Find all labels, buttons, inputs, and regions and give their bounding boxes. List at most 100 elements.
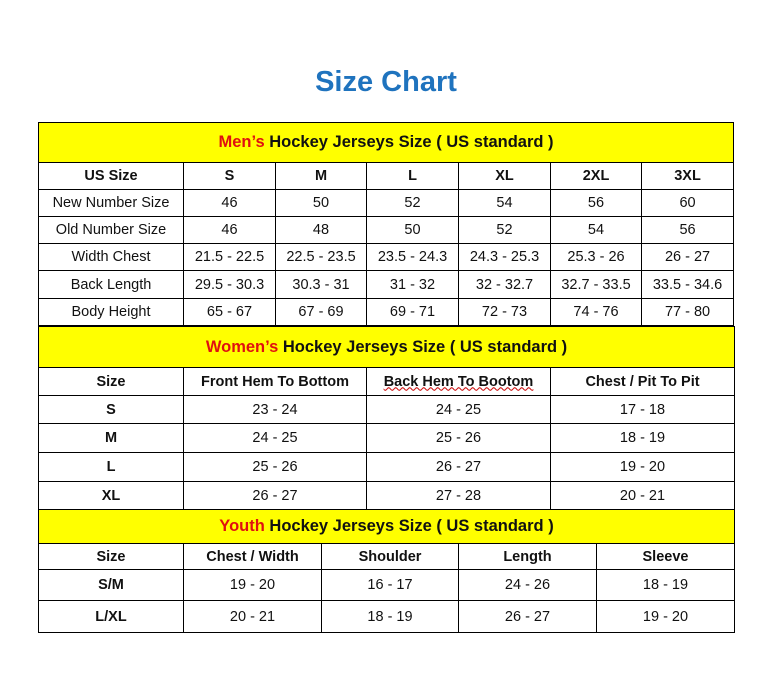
table-cell: 23 - 24 — [183, 395, 367, 424]
column-header-label: Sleeve — [642, 548, 689, 565]
column-header-label: Front Hem To Bottom — [201, 373, 349, 390]
table-row: S 23 - 24 24 - 25 17 - 18 — [38, 395, 736, 424]
table-row: XL 26 - 27 27 - 28 20 - 21 — [38, 481, 736, 510]
section-header-accent: Women’s — [205, 337, 279, 356]
table-cell: 20 - 21 — [549, 481, 736, 510]
table-row: L 25 - 26 26 - 27 19 - 20 — [38, 452, 736, 482]
table-cell: 24 - 25 — [183, 423, 367, 453]
table-row: Width Chest 21.5 - 22.5 22.5 - 23.5 23.5 - … — [38, 243, 735, 271]
table-cell: 29.5 - 30.3 — [183, 270, 276, 299]
row-label: New Number Size — [38, 189, 184, 217]
section-header-text: Hockey Jerseys Size ( US standard ) — [264, 517, 554, 535]
column-header: 2XL — [550, 162, 642, 190]
table-row: L/XL 20 - 21 18 - 19 26 - 27 19 - 20 — [38, 600, 736, 633]
column-header: S — [183, 162, 276, 190]
table-cell: 24 - 26 — [458, 569, 597, 601]
section-header-accent: Men’s — [218, 133, 265, 151]
table-cell: 67 - 69 — [275, 298, 367, 326]
section-header-accent: Youth — [219, 517, 265, 535]
table-cell: 23.5 - 24.3 — [366, 243, 459, 271]
column-header-label: Chest / Pit To Pit — [585, 373, 700, 390]
column-header: 3XL — [640, 162, 735, 190]
row-label: M — [38, 423, 184, 453]
table-cell: 32 - 32.7 — [458, 270, 551, 299]
column-header: Front Hem To Bottom — [183, 367, 367, 396]
column-header: Back Hem To Bootom — [366, 367, 551, 396]
column-header: Sleeve — [595, 543, 736, 570]
table-cell: 69 - 71 — [366, 298, 459, 326]
table-cell: 56 — [640, 216, 735, 244]
row-label: S/M — [38, 569, 184, 601]
column-header: US Size — [38, 162, 184, 190]
row-label: Old Number Size — [38, 216, 184, 244]
table-cell: 21.5 - 22.5 — [183, 243, 276, 271]
table-cell: 48 — [275, 216, 367, 244]
table-cell: 19 - 20 — [183, 569, 322, 601]
section-header-text: Hockey Jerseys Size ( US standard ) — [278, 337, 568, 356]
column-header-label: Back Hem To Bootom — [383, 373, 534, 390]
youth-size-table: Youth Hockey Jerseys Size ( US standard … — [37, 509, 736, 633]
column-header-label: XL — [495, 168, 514, 184]
table-cell: 72 - 73 — [458, 298, 551, 326]
table-cell: 26 - 27 — [640, 243, 735, 271]
column-header: Chest / Width — [183, 543, 322, 570]
table-row: Body Height 65 - 67 67 - 69 69 - 71 72 - 73 7… — [38, 298, 735, 326]
table-row: M 24 - 25 25 - 26 18 - 19 — [38, 423, 736, 453]
table-cell: 74 - 76 — [550, 298, 642, 326]
table-cell: 60 — [640, 189, 735, 217]
table-cell: 17 - 18 — [549, 395, 736, 424]
table-cell: 31 - 32 — [366, 270, 459, 299]
table-cell: 26 - 27 — [183, 481, 367, 510]
section-header: Youth Hockey Jerseys Size ( US standard … — [37, 509, 736, 544]
table-cell: 19 - 20 — [549, 452, 736, 482]
table-cell: 18 - 19 — [549, 423, 736, 453]
row-label: L — [38, 452, 184, 482]
column-header-label: Size — [96, 373, 126, 390]
table-cell: 50 — [275, 189, 367, 217]
mens-size-table: Men’s Hockey Jerseys Size ( US standard … — [37, 122, 735, 326]
row-label: S — [38, 395, 184, 424]
column-header: Length — [458, 543, 597, 570]
column-header-label: S — [224, 168, 235, 184]
row-label: Width Chest — [38, 243, 184, 271]
table-row: New Number Size 46 50 52 54 56 60 — [38, 189, 735, 217]
table-row: S/M 19 - 20 16 - 17 24 - 26 18 - 19 — [38, 569, 736, 601]
table-cell: 24 - 25 — [366, 395, 551, 424]
column-header-label: Shoulder — [358, 548, 422, 565]
table-cell: 22.5 - 23.5 — [275, 243, 367, 271]
table-cell: 27 - 28 — [366, 481, 551, 510]
row-label: Back Length — [38, 270, 184, 299]
column-header-label: Size — [96, 548, 126, 565]
table-cell: 52 — [366, 189, 459, 217]
column-header: Shoulder — [321, 543, 459, 570]
column-header: Size — [38, 543, 184, 570]
table-cell: 33.5 - 34.6 — [640, 270, 735, 299]
table-cell: 26 - 27 — [366, 452, 551, 482]
column-header: XL — [458, 162, 551, 190]
column-header-label: L — [408, 168, 417, 184]
table-row: Old Number Size 46 48 50 52 54 56 — [38, 216, 735, 244]
table-cell: 18 - 19 — [595, 569, 736, 601]
column-header: M — [275, 162, 367, 190]
table-cell: 77 - 80 — [640, 298, 735, 326]
table-cell: 19 - 20 — [595, 600, 736, 633]
table-cell: 25.3 - 26 — [550, 243, 642, 271]
table-cell: 26 - 27 — [458, 600, 597, 633]
womens-size-table: Women’s Hockey Jerseys Size ( US standar… — [37, 326, 736, 510]
table-cell: 54 — [458, 189, 551, 217]
table-cell: 25 - 26 — [183, 452, 367, 482]
row-label: XL — [38, 481, 184, 510]
table-row: Back Length 29.5 - 30.3 30.3 - 31 31 - 32 32… — [38, 270, 735, 299]
column-header-label: 2XL — [582, 168, 610, 184]
table-cell: 20 - 21 — [183, 600, 322, 633]
column-header: Chest / Pit To Pit — [549, 367, 736, 396]
table-cell: 46 — [183, 216, 276, 244]
table-cell: 52 — [458, 216, 551, 244]
section-header: Men’s Hockey Jerseys Size ( US standard … — [37, 122, 735, 163]
section-header: Women’s Hockey Jerseys Size ( US standar… — [37, 326, 736, 368]
column-header-label: Chest / Width — [206, 548, 299, 565]
row-label: Body Height — [38, 298, 184, 326]
table-cell: 32.7 - 33.5 — [550, 270, 642, 299]
table-cell: 16 - 17 — [321, 569, 459, 601]
table-cell: 50 — [366, 216, 459, 244]
